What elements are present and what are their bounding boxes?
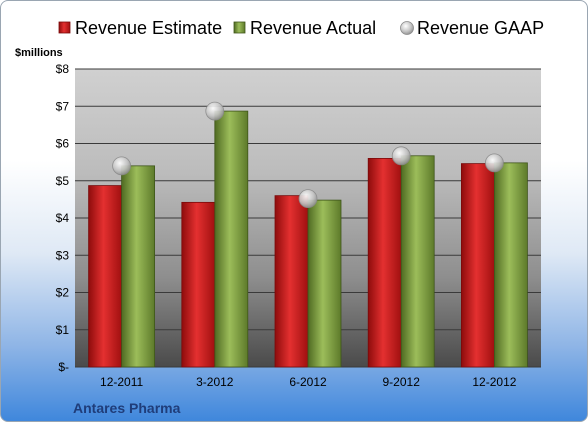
- gaap-markers: [112, 101, 504, 209]
- y-tick-label: $8: [56, 62, 70, 76]
- marker-revenue-gaap: [484, 153, 504, 173]
- bar-revenue-estimate: [88, 185, 122, 368]
- bar-revenue-estimate: [460, 163, 495, 368]
- bar-revenue-estimate: [367, 157, 402, 368]
- legend: Revenue Estimate Revenue Actual Revenue GA…: [58, 18, 544, 38]
- y-tick-label: $-: [58, 360, 69, 374]
- legend-label: Revenue Estimate: [75, 18, 222, 38]
- legend-swatch: [233, 21, 246, 34]
- y-axis-unit-label: $millions: [15, 47, 63, 59]
- bar-revenue-actual: [121, 165, 155, 368]
- bar-revenue-actual: [214, 110, 249, 368]
- bar-revenue-actual: [493, 162, 528, 368]
- y-tick-label: $3: [56, 248, 70, 262]
- marker-revenue-gaap: [298, 189, 318, 209]
- x-tick-label: 12-2011: [100, 375, 143, 389]
- y-tick-label: $5: [56, 174, 70, 188]
- marker-revenue-gaap: [112, 156, 131, 176]
- x-tick-label: 9-2012: [383, 375, 421, 389]
- y-tick-label: $6: [56, 137, 70, 151]
- y-tick-label: $2: [56, 286, 70, 300]
- y-tick-label: $7: [56, 99, 70, 113]
- bars: [88, 110, 528, 368]
- bar-revenue-actual: [307, 199, 342, 368]
- legend-swatch: [58, 21, 71, 34]
- x-axis-ticks: 12-2011 3-2012 6-2012 9-2012 12-2012: [100, 375, 517, 389]
- legend-label: Revenue GAAP: [417, 18, 544, 38]
- bar-revenue-estimate: [274, 195, 309, 368]
- y-axis-ticks: $- $1 $2 $3 $4 $5 $6 $7 $8: [56, 62, 70, 374]
- legend-swatch: [400, 21, 414, 35]
- marker-revenue-gaap: [391, 146, 411, 166]
- y-tick-label: $1: [56, 323, 70, 337]
- x-tick-label: 12-2012: [472, 375, 516, 389]
- x-tick-label: 3-2012: [196, 375, 234, 389]
- y-tick-label: $4: [56, 211, 70, 225]
- legend-label: Revenue Actual: [250, 18, 376, 38]
- bar-revenue-actual: [400, 155, 435, 368]
- x-tick-label: 6-2012: [289, 375, 327, 389]
- company-name: Antares Pharma: [73, 400, 181, 416]
- marker-revenue-gaap: [205, 101, 225, 121]
- bar-revenue-estimate: [181, 201, 216, 368]
